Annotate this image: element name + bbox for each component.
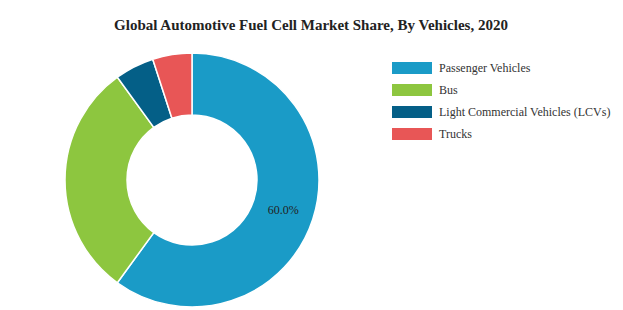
donut bbox=[65, 53, 319, 307]
data-label: 60.0% bbox=[268, 203, 299, 217]
legend-label: Light Commercial Vehicles (LCVs) bbox=[439, 105, 610, 119]
legend-swatch bbox=[392, 84, 432, 96]
title: Global Automotive Fuel Cell Market Share… bbox=[114, 17, 508, 33]
legend-swatch bbox=[392, 62, 432, 74]
legend-swatch bbox=[392, 106, 432, 118]
legend-swatch bbox=[392, 128, 432, 140]
legend-item: Light Commercial Vehicles (LCVs) bbox=[392, 105, 610, 119]
legend-item: Passenger Vehicles bbox=[392, 61, 531, 75]
legend-item: Trucks bbox=[392, 127, 472, 141]
legend-item: Bus bbox=[392, 83, 458, 97]
legend-label: Passenger Vehicles bbox=[439, 61, 531, 75]
data-labels: 60.0% bbox=[268, 203, 299, 217]
chart: Global Automotive Fuel Cell Market Share… bbox=[0, 0, 623, 310]
legend: Passenger Vehicles Bus Light Commercial Ve… bbox=[392, 61, 610, 141]
legend-label: Trucks bbox=[439, 127, 472, 141]
legend-label: Bus bbox=[439, 83, 458, 97]
slice bbox=[153, 53, 192, 118]
slice bbox=[117, 53, 319, 307]
